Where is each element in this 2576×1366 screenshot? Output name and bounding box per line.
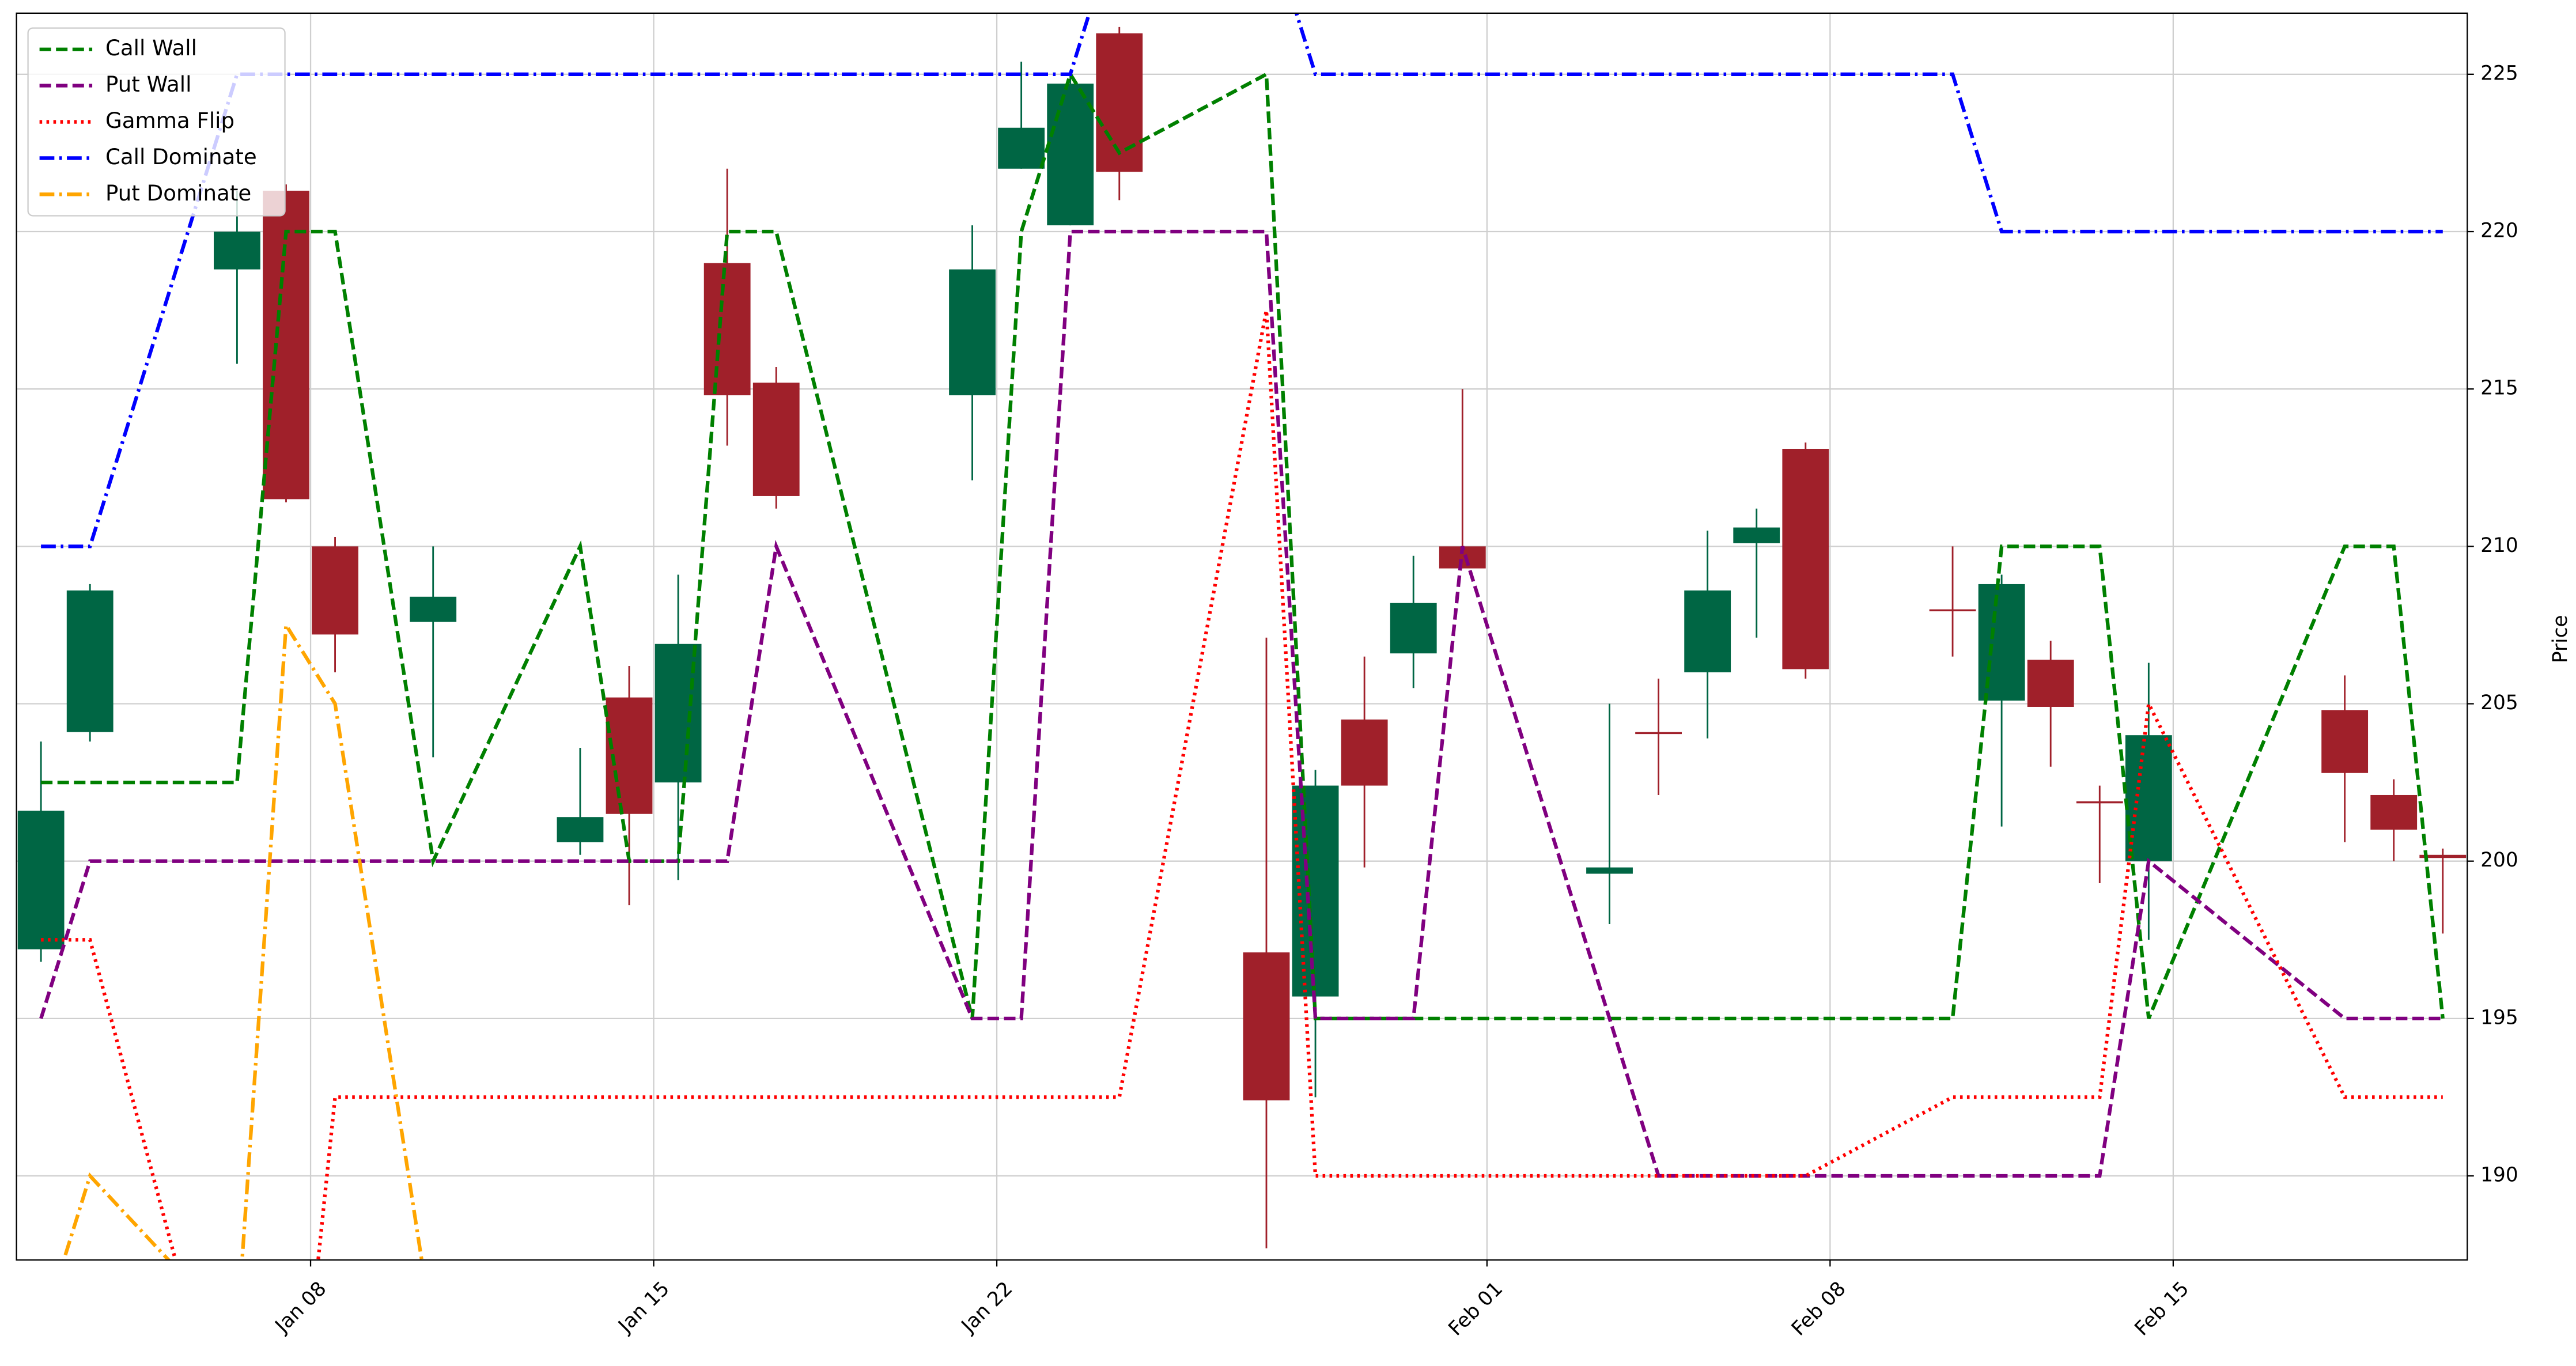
y-tick-label: 195 bbox=[2480, 1006, 2518, 1029]
legend: Call Wall Put Wall Gamma Flip Call Dominate… bbox=[27, 27, 286, 217]
plot-frame bbox=[16, 12, 2468, 1261]
candle-body bbox=[2321, 710, 2369, 773]
candle-body bbox=[2076, 801, 2123, 804]
y-tick-label: 190 bbox=[2480, 1164, 2518, 1187]
candle-body bbox=[1782, 448, 1829, 669]
candle-body bbox=[214, 232, 260, 270]
candle-body bbox=[1635, 732, 1682, 735]
candle-body bbox=[703, 263, 751, 396]
legend-box bbox=[27, 27, 286, 217]
candle-body bbox=[1292, 785, 1339, 997]
candles bbox=[17, 27, 2467, 1248]
y-tick-label: 200 bbox=[2480, 849, 2518, 872]
candle-body bbox=[1047, 84, 1094, 226]
indicator-line bbox=[41, 70, 2445, 1021]
legend-label: Put Dominate bbox=[105, 181, 251, 206]
candle-body bbox=[752, 383, 800, 496]
candle-body bbox=[557, 817, 604, 842]
candle-body bbox=[2370, 794, 2418, 830]
indicator-line bbox=[39, 229, 2443, 1178]
candle-body bbox=[17, 811, 65, 949]
candle-body bbox=[1096, 33, 1143, 172]
candle-body bbox=[263, 191, 309, 500]
indicator-lines bbox=[39, 13, 2445, 1260]
candle-body bbox=[1978, 584, 2025, 701]
candle-body bbox=[1390, 603, 1437, 654]
legend-label: Call Dominate bbox=[105, 145, 257, 169]
legend-label: Call Wall bbox=[105, 36, 197, 60]
candle-body bbox=[2125, 735, 2172, 861]
candle-body bbox=[998, 127, 1045, 169]
candle-body bbox=[1929, 609, 1976, 612]
legend-label: Gamma Flip bbox=[105, 108, 234, 133]
y-tick-label: 215 bbox=[2480, 377, 2518, 400]
candle-body bbox=[1733, 527, 1780, 543]
candle-body bbox=[1586, 867, 1633, 874]
y-tick-label: 225 bbox=[2480, 62, 2518, 85]
candle-body bbox=[312, 546, 358, 635]
legend-label: Put Wall bbox=[105, 72, 191, 97]
candle-body bbox=[66, 590, 114, 732]
candle-body bbox=[410, 596, 457, 622]
y-tick-label: 205 bbox=[2480, 691, 2518, 714]
y-axis-label: Price bbox=[2549, 615, 2572, 663]
y-tick-label: 210 bbox=[2480, 534, 2518, 557]
y-tick-label: 220 bbox=[2480, 220, 2518, 243]
candle-body bbox=[1341, 719, 1388, 786]
candle-body bbox=[2027, 660, 2074, 707]
candle-body bbox=[949, 269, 996, 396]
indicator-line bbox=[41, 13, 2443, 548]
candle-body bbox=[2419, 854, 2467, 858]
candle-body bbox=[1684, 590, 1731, 672]
candle-body bbox=[1243, 952, 1290, 1100]
